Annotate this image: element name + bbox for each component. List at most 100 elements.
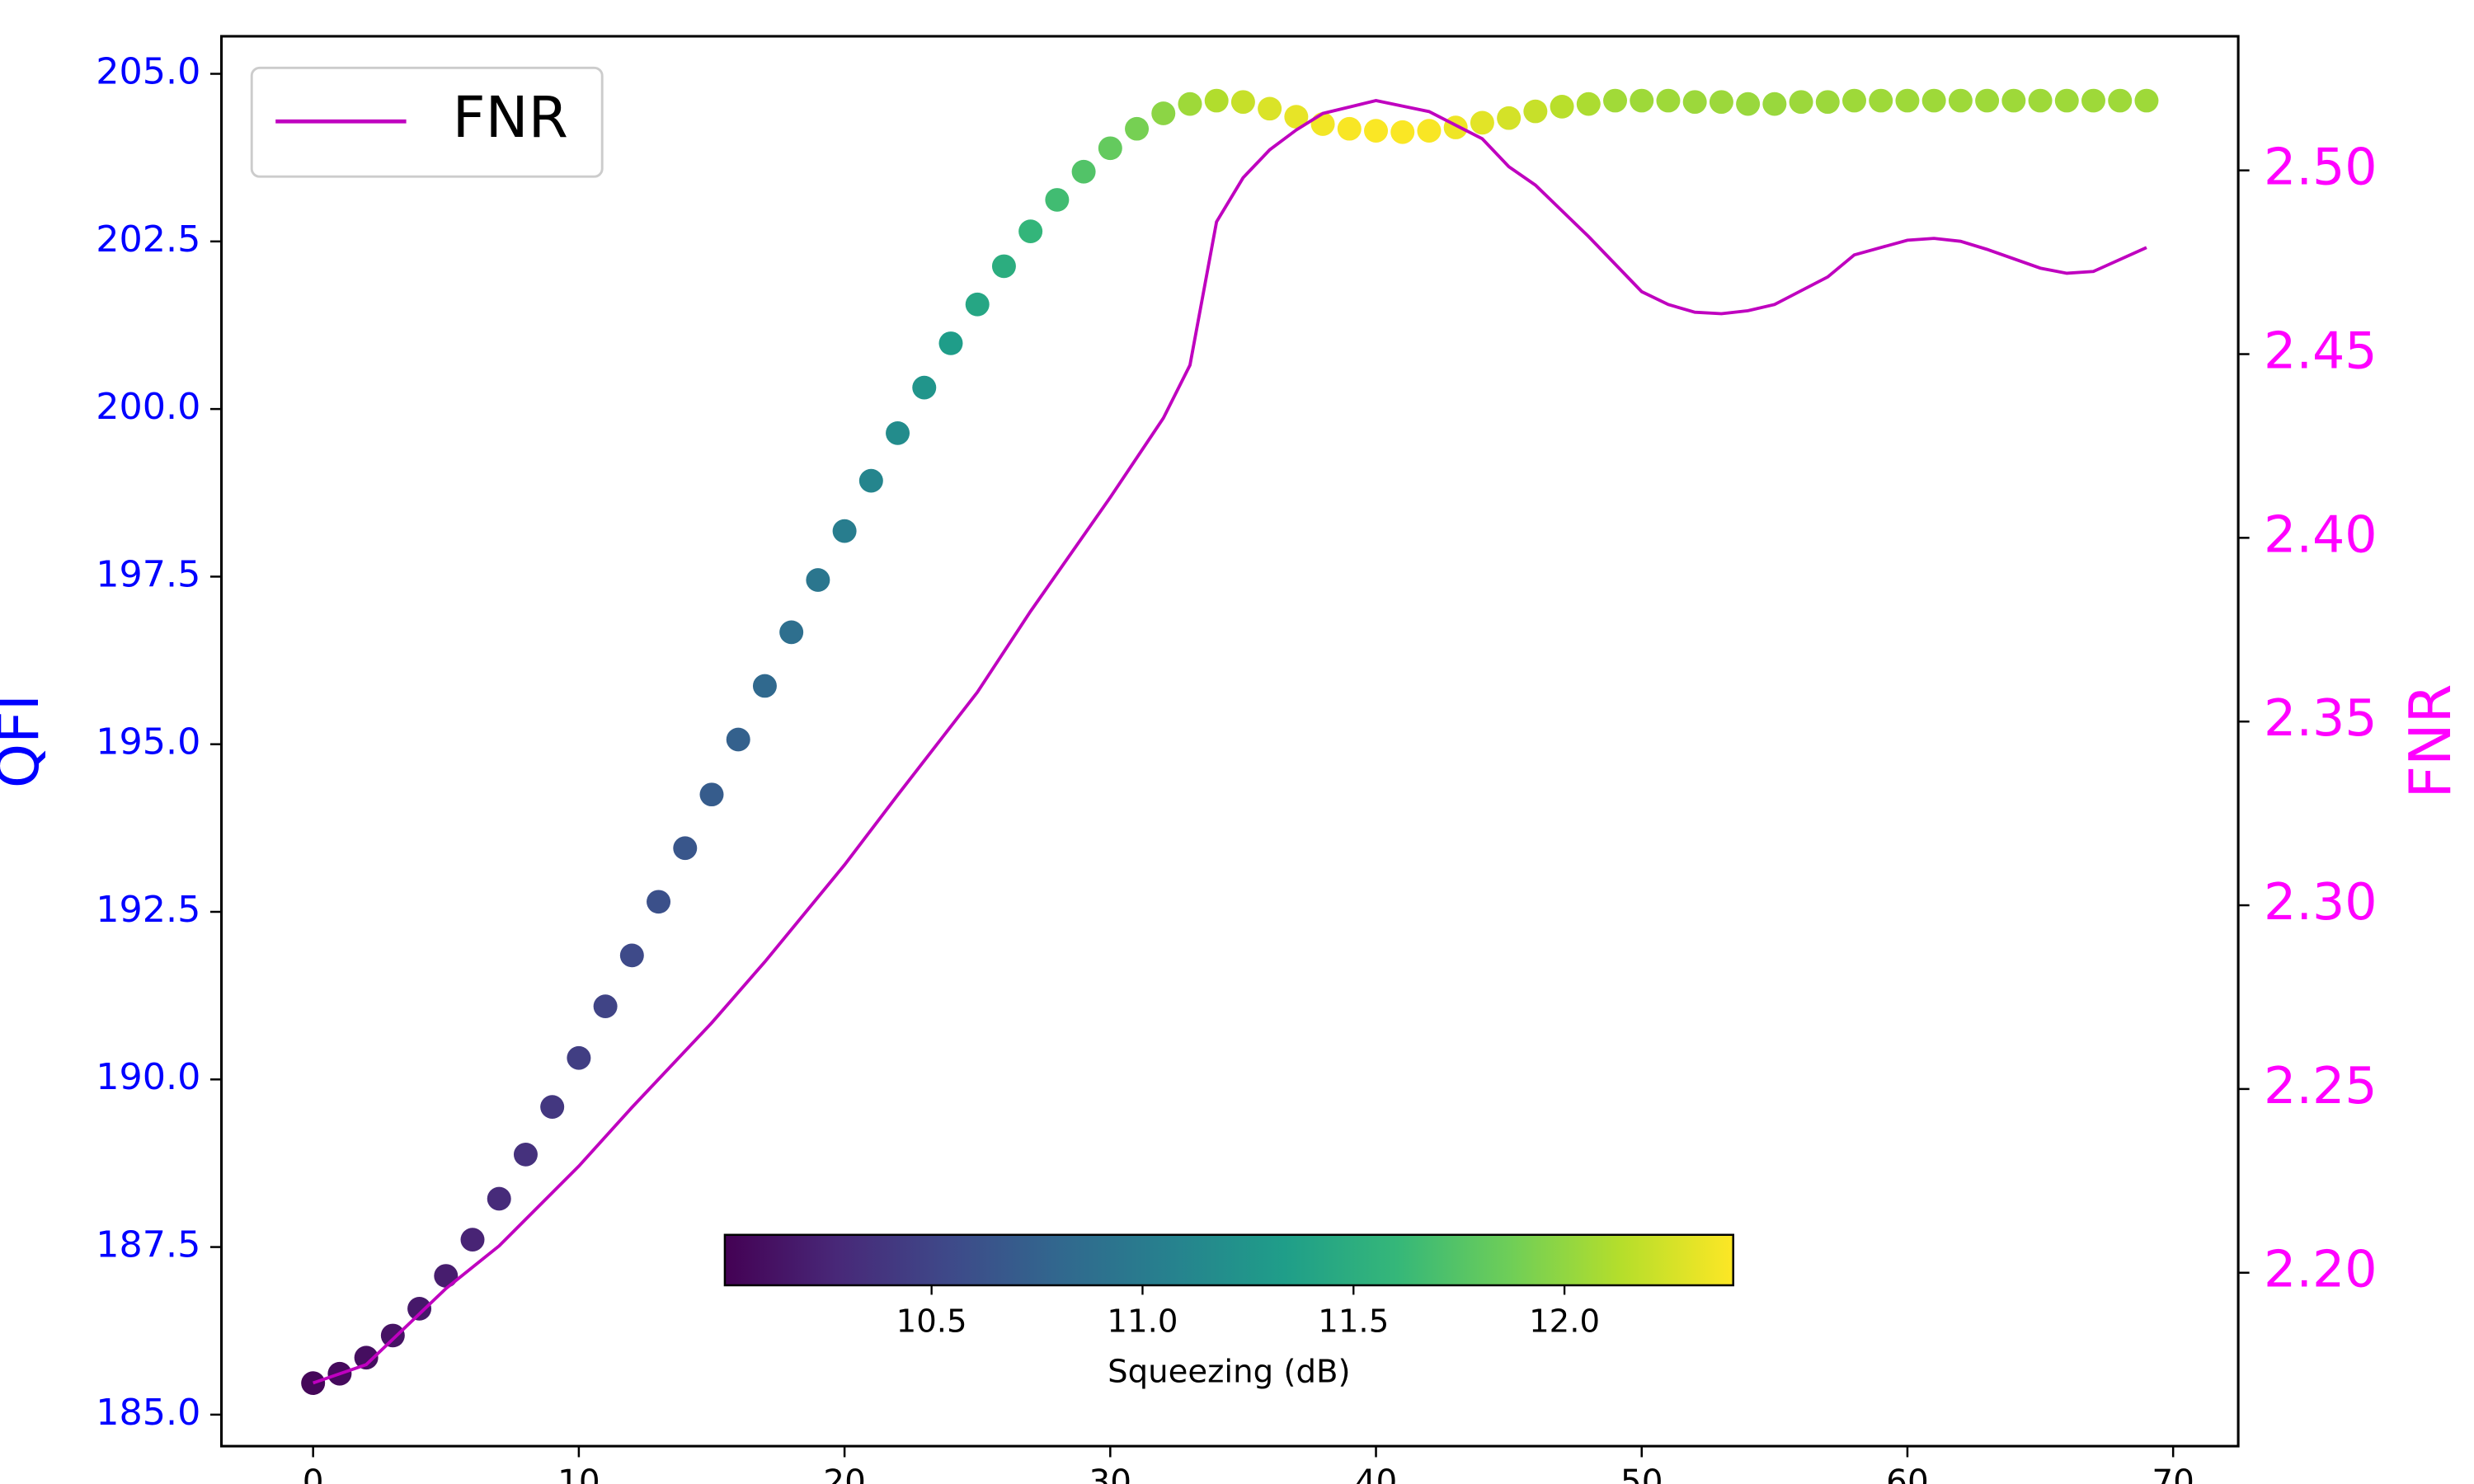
scatter-point	[726, 727, 750, 752]
scatter-point	[487, 1186, 511, 1211]
scatter-point	[1895, 88, 1920, 113]
scatter-point	[540, 1095, 565, 1119]
y2-tick-label: 2.50	[2264, 138, 2378, 197]
scatter-point	[593, 994, 618, 1018]
scatter-point	[752, 674, 777, 698]
y-axis-label: QFI	[0, 694, 52, 788]
scatter-point	[1258, 96, 1282, 121]
scatter-point	[1364, 119, 1389, 143]
x-tick-label: 20	[823, 1463, 866, 1484]
scatter-point	[1630, 88, 1654, 113]
scatter-point	[965, 292, 990, 317]
scatter-point	[2108, 88, 2133, 113]
y2-axis-label: FNR	[2398, 684, 2464, 799]
scatter-point	[1390, 120, 1415, 144]
y-tick-label: 202.5	[96, 218, 200, 261]
scatter-point	[434, 1264, 459, 1288]
scatter-point	[1550, 95, 1574, 119]
colorbar-tick-label: 12.0	[1529, 1303, 1600, 1341]
legend: FNR	[250, 66, 604, 178]
scatter-point	[1151, 101, 1176, 125]
scatter-point	[567, 1045, 591, 1070]
y2-tick-label: 2.45	[2264, 322, 2378, 381]
scatter-point	[301, 1371, 326, 1395]
y2-tick-label: 2.40	[2264, 505, 2378, 565]
scatter-point	[858, 468, 883, 493]
scatter-point	[1948, 88, 1973, 113]
scatter-point	[1842, 88, 1866, 113]
scatter-point	[1417, 119, 1442, 143]
plot-frame	[219, 35, 2240, 1448]
scatter-point	[2134, 88, 2159, 113]
scatter-point	[1815, 90, 1840, 115]
scatter-point	[513, 1143, 538, 1167]
colorbar-tick-label: 11.0	[1107, 1303, 1178, 1341]
scatter-point	[1709, 90, 1733, 115]
scatter-point	[1975, 88, 2000, 113]
scatter-point	[1470, 110, 1494, 135]
x-tick-label: 60	[1886, 1463, 1929, 1484]
scatter-point	[1230, 90, 1255, 115]
y-tick-label: 205.0	[96, 51, 200, 93]
colorbar-tick-label: 10.5	[896, 1303, 967, 1341]
y2-tick-label: 2.25	[2264, 1056, 2378, 1115]
scatter-point	[460, 1228, 485, 1252]
x-tick-label: 70	[2152, 1463, 2194, 1484]
scatter-point	[2001, 88, 2026, 113]
scatter-point	[1736, 92, 1761, 116]
x-tick-label: 10	[557, 1463, 600, 1484]
y2-tick-label: 2.35	[2264, 688, 2378, 748]
scatter-point	[2081, 88, 2105, 113]
scatter-point	[1789, 90, 1813, 115]
y2-tick-label: 2.20	[2264, 1240, 2378, 1299]
scatter-point	[1523, 99, 1548, 124]
scatter-point	[2054, 88, 2079, 113]
scatter-point	[407, 1297, 432, 1321]
scatter-point	[380, 1323, 405, 1348]
y-tick-label: 192.5	[96, 889, 200, 931]
scatter-point	[938, 331, 963, 355]
scatter-point	[1071, 159, 1096, 184]
scatter-point	[1045, 188, 1070, 212]
x-tick-label: 30	[1089, 1463, 1132, 1484]
scatter-point	[1284, 105, 1309, 129]
scatter-point	[779, 620, 804, 645]
scatter-point	[354, 1345, 379, 1370]
scatter-point	[1098, 136, 1122, 161]
scatter-point	[1497, 106, 1522, 130]
x-tick-label: 0	[303, 1463, 324, 1484]
scatter-point	[912, 375, 937, 400]
scatter-point	[619, 943, 644, 968]
scatter-point	[1018, 219, 1043, 243]
scatter-point	[2028, 88, 2053, 113]
scatter-point	[1869, 88, 1893, 113]
y-tick-label: 190.0	[96, 1056, 200, 1098]
y-tick-label: 195.0	[96, 721, 200, 763]
scatter-point	[1337, 116, 1362, 141]
scatter-point	[1656, 88, 1681, 113]
x-tick-label: 50	[1620, 1463, 1663, 1484]
scatter-point	[991, 254, 1016, 279]
scatter-point	[1576, 92, 1601, 116]
scatter-point	[1682, 90, 1707, 115]
scatter-point	[673, 836, 698, 861]
colorbar-tick-label: 11.5	[1318, 1303, 1389, 1341]
y-tick-label: 185.0	[96, 1392, 200, 1434]
colorbar	[723, 1233, 1734, 1287]
scatter-point	[647, 890, 671, 914]
scatter-point	[886, 421, 910, 445]
y-tick-label: 200.0	[96, 386, 200, 428]
scatter-point	[1603, 88, 1628, 113]
scatter-point	[1178, 92, 1202, 116]
y2-tick-label: 2.30	[2264, 872, 2378, 932]
scatter-point	[1310, 112, 1335, 136]
scatter-point	[806, 568, 830, 592]
scatter-point	[699, 782, 724, 807]
legend-label: FNR	[453, 86, 568, 152]
scatter-point	[1762, 92, 1787, 116]
scatter-point	[832, 519, 857, 543]
scatter-point	[1921, 88, 1946, 113]
scatter-point	[1125, 116, 1150, 141]
colorbar-label: Squeezing (dB)	[1108, 1354, 1350, 1391]
